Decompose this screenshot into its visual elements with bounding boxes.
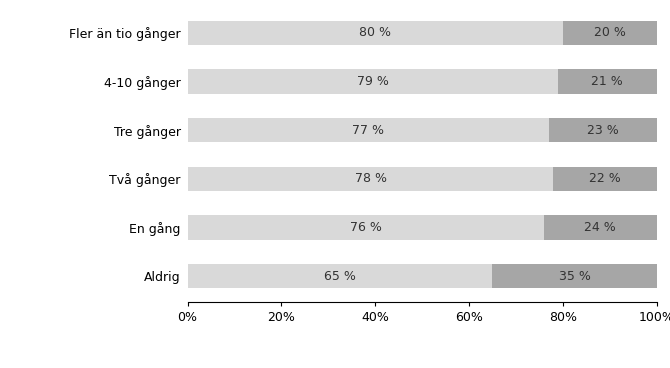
Bar bbox=[553, 167, 657, 191]
Bar bbox=[188, 118, 549, 142]
Text: 21 %: 21 % bbox=[592, 75, 623, 88]
Text: 24 %: 24 % bbox=[584, 221, 616, 234]
Bar bbox=[558, 70, 657, 94]
Bar bbox=[188, 70, 558, 94]
Bar bbox=[492, 264, 657, 289]
Text: 65 %: 65 % bbox=[324, 270, 356, 283]
Text: 76 %: 76 % bbox=[350, 221, 382, 234]
Bar bbox=[188, 264, 492, 289]
Bar bbox=[563, 21, 657, 45]
Bar bbox=[188, 21, 563, 45]
Bar bbox=[544, 215, 657, 240]
Text: 79 %: 79 % bbox=[357, 75, 389, 88]
Bar bbox=[549, 118, 657, 142]
Text: 80 %: 80 % bbox=[359, 26, 391, 39]
Text: 78 %: 78 % bbox=[354, 172, 387, 185]
Text: 20 %: 20 % bbox=[594, 26, 626, 39]
Bar bbox=[188, 167, 553, 191]
Bar bbox=[188, 215, 544, 240]
Text: 77 %: 77 % bbox=[352, 124, 384, 137]
Text: 23 %: 23 % bbox=[587, 124, 618, 137]
Text: 35 %: 35 % bbox=[559, 270, 590, 283]
Text: 22 %: 22 % bbox=[589, 172, 621, 185]
